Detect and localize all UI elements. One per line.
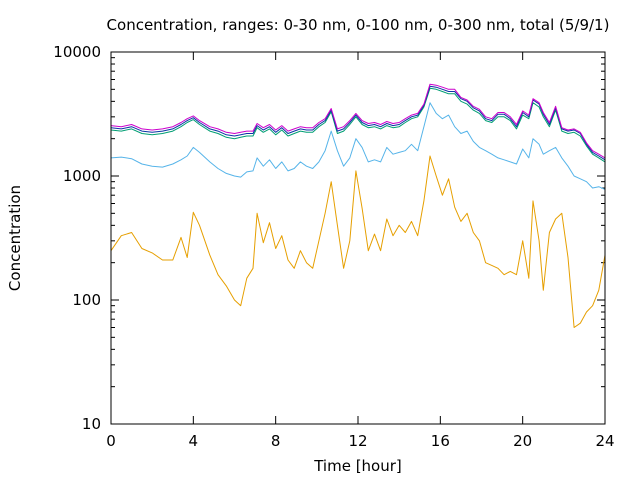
series-line-5 <box>110 83 606 159</box>
y-tick-label: 10000 <box>53 43 101 61</box>
x-tick-label: 8 <box>271 432 281 450</box>
x-tick-label: 24 <box>595 432 614 450</box>
y-tick-label: 100 <box>72 291 101 309</box>
series-layer <box>110 83 606 328</box>
x-tick-label: 0 <box>106 432 116 450</box>
series-line-3 <box>110 87 606 163</box>
chart-title: Concentration, ranges: 0-30 nm, 0-100 nm… <box>107 16 610 34</box>
series-line-2 <box>110 102 606 190</box>
y-axis-label: Concentration <box>6 185 24 291</box>
y-tick-label: 10 <box>82 415 101 433</box>
x-tick-label: 16 <box>431 432 450 450</box>
y-axis-ticks: 10 100 1000 10000 <box>53 43 605 433</box>
x-tick-label: 20 <box>513 432 532 450</box>
x-axis-ticks: 0 4 8 12 16 20 24 <box>106 52 615 450</box>
x-axis-label: Time [hour] <box>313 457 402 475</box>
plot-frame <box>110 51 606 425</box>
x-tick-label: 4 <box>189 432 199 450</box>
y-tick-label: 1000 <box>63 167 101 185</box>
series-line-1 <box>110 155 606 328</box>
x-tick-label: 12 <box>348 432 367 450</box>
